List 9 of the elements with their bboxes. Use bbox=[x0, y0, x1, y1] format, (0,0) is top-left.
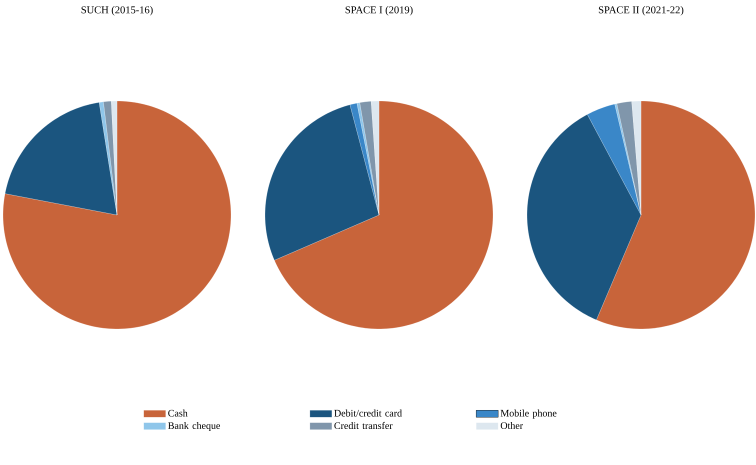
legend-label: Mobile phone bbox=[500, 410, 556, 419]
legend-label: Cash bbox=[168, 410, 188, 417]
chart-title: SUCH (2015-16) bbox=[82, 6, 153, 16]
legend-label: Debit/credit card bbox=[334, 410, 402, 417]
legend-label: Other bbox=[500, 422, 523, 429]
chart-title: SPACE II (2021-22) bbox=[598, 6, 684, 16]
legend-label: Bank cheque bbox=[168, 422, 220, 432]
chart-title: SPACE I (2019) bbox=[346, 6, 413, 16]
legend-label: Credit transfer bbox=[334, 422, 393, 430]
